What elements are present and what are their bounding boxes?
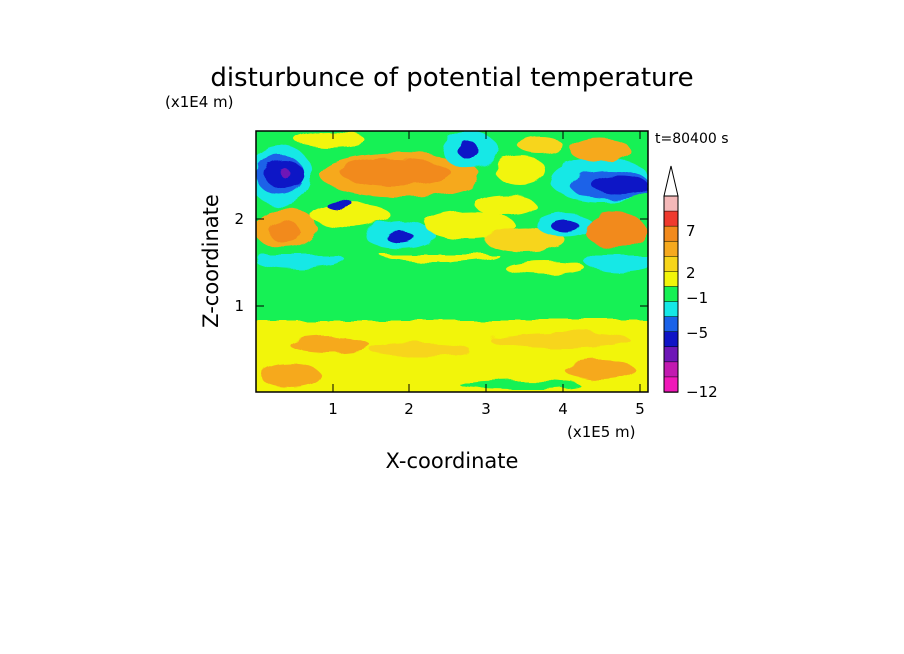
contour-patch [269,222,301,242]
colorbar-swatch [663,195,679,212]
colorbar-frame [663,195,679,393]
contour-patch [475,195,535,215]
contour-field [256,131,648,392]
y-axis-ticks [256,218,648,307]
time-label: t=80400 s [655,131,729,147]
contour-patch [425,211,515,239]
colorbar-swatch [663,301,679,318]
contour-patch [280,169,290,177]
colorbar-label: −1 [686,289,708,307]
y-axis-title: Z-coordinate [199,194,223,328]
contour-patch [518,136,562,154]
contour-patch [565,360,635,380]
colorbar-swatch [663,346,679,363]
colorbar-label: −5 [686,324,708,342]
contour-patch [460,380,580,390]
contour-patch [295,132,365,148]
contour-patch [495,155,545,185]
contour-patch [326,200,354,210]
x-tick-label: 3 [481,400,491,418]
colorbar-swatch [663,361,679,378]
contour-patch [458,141,478,159]
colorbar-swatch [663,240,679,258]
contour-patch [386,231,414,243]
plot-frame [255,130,649,393]
contour-patch [585,212,645,248]
contour-patch [260,363,320,387]
contour-patch [505,261,585,275]
contour-patch [490,331,630,349]
contour-patch [585,252,648,272]
contour-patch [592,176,648,194]
colorbar-swatch [663,376,679,393]
chart-title: disturbunce of potential temperature [210,63,693,93]
colorbar: 7 2 −1 −5 −12 [663,165,718,401]
x-tick-label: 2 [404,400,414,418]
y-tick-label: 1 [234,297,244,315]
colorbar-label: 2 [686,264,696,282]
colorbar-label: 7 [686,222,696,240]
contour-patch [370,343,470,357]
contour-patch [570,138,630,162]
colorbar-swatch [663,256,679,273]
x-tick-label: 4 [558,400,568,418]
colorbar-swatch [663,225,679,242]
x-tick-label: 1 [328,400,338,418]
colorbar-swatch [663,210,679,227]
x-unit-label: (x1E5 m) [567,423,636,441]
colorbar-swatch [663,316,679,333]
colorbar-swatch [663,271,679,288]
contour-patch [485,228,565,252]
x-axis-ticks [332,131,641,392]
y-unit-label: (x1E4 m) [165,93,234,111]
contour-patch [340,158,450,186]
contour-patch [256,251,345,269]
contour-patch [290,337,370,353]
x-axis-title: X-coordinate [386,449,519,473]
colorbar-label: −12 [686,383,718,401]
contour-patch [551,220,579,232]
y-tick-label: 2 [234,210,244,228]
contour-patch [310,203,390,227]
x-tick-label: 5 [635,400,645,418]
colorbar-swatch [663,286,679,303]
colorbar-swatch [663,331,679,348]
colorbar-extend-arrow [663,165,679,197]
